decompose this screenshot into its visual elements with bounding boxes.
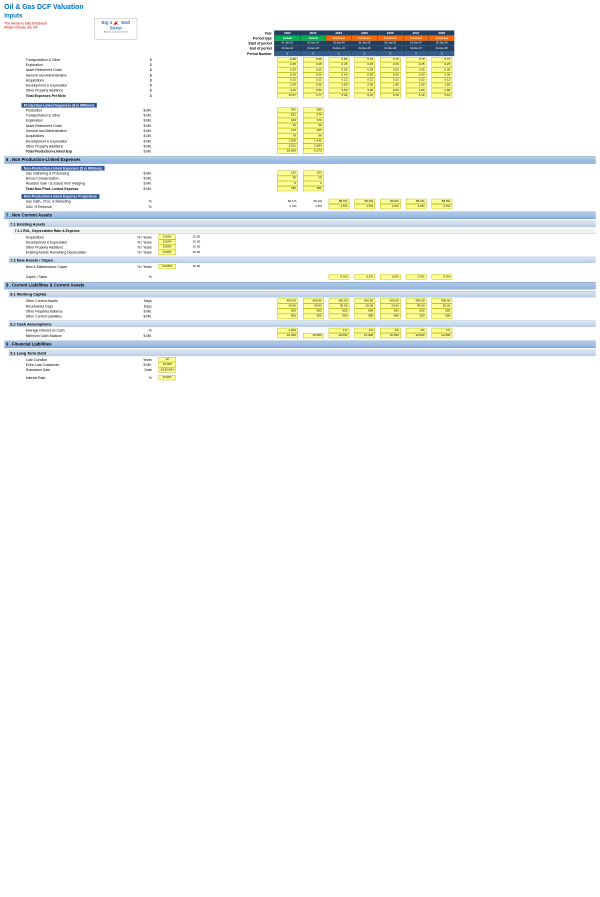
section-8: 8 . Current Liabilities & Current Assets: [4, 282, 595, 289]
input-cell[interactable]: 500: [431, 314, 452, 319]
input-cell[interactable]: 281: [303, 186, 324, 191]
section-7-1: 7.1 Existing Assets: [9, 221, 596, 227]
input-cell[interactable]: 1.5%: [329, 204, 350, 209]
input-cell[interactable]: 10,000: [329, 333, 350, 338]
calc-cell: 20.00: [184, 250, 201, 254]
input-cell[interactable]: 0.5%: [354, 274, 375, 279]
row-label: G&C % Revenue: [4, 204, 124, 209]
calc-cell: 20.00: [184, 240, 201, 244]
section-7-1-1: 7.1.1 RUL, Depreciation Rate & Expense: [13, 229, 596, 234]
input-cell[interactable]: 186: [277, 186, 298, 191]
status-block: The Model is fully functional Model Chec…: [4, 21, 595, 29]
input-cell[interactable]: 500: [303, 314, 324, 319]
input-cell[interactable]: 10,000: [303, 333, 324, 338]
input-cell[interactable]: 0.5%: [431, 274, 452, 279]
section-9: 9 . Financial Liabilities: [4, 341, 595, 348]
input-cell[interactable]: 5.10: [380, 93, 401, 98]
section-7-2: 7.2 New Assets / Capex: [9, 257, 596, 263]
input-cell[interactable]: 1.5%: [354, 204, 375, 209]
input-cell[interactable]: 2.0%: [406, 204, 427, 209]
row-unit: % / Years: [124, 250, 154, 255]
section-7: 7 . Non Current Assets: [4, 212, 595, 219]
input-cell[interactable]: 500: [406, 314, 427, 319]
input-cell[interactable]: 500: [380, 314, 401, 319]
input-cell[interactable]: 10,000: [277, 333, 298, 338]
row-unit: $ Mil.: [124, 149, 154, 154]
input-cell[interactable]: 5.10: [406, 93, 427, 98]
input-cell[interactable]: 10,000: [380, 333, 401, 338]
page-subtitle: Inputs: [4, 12, 595, 19]
row-unit: %: [124, 375, 154, 380]
input-cell[interactable]: 5.10: [354, 93, 375, 98]
section-8-2: 8.2 Cash Assumptions: [9, 321, 596, 327]
logo: Big 4 Wall Street Believe, Conceive, Exc…: [94, 18, 137, 39]
row-label: Drawdown Date: [4, 367, 124, 372]
calc-cell: 60.1%: [277, 199, 298, 203]
calc-cell: 90.2%: [303, 199, 324, 203]
input-cell[interactable]: 500: [329, 314, 350, 319]
row-label: Capex / Sales: [4, 274, 124, 279]
input-cell[interactable]: 10,000: [354, 333, 375, 338]
row-label: Total Expenses Per Mcfe: [4, 93, 124, 98]
page-title: Oil & Gas DCF Valuation: [4, 3, 595, 11]
row-unit: $ Mil.: [124, 186, 154, 191]
calc-cell: 20.00: [184, 235, 201, 239]
input-cell[interactable]: 0.5%: [380, 274, 401, 279]
section-8-1: 8.1 Working Capital: [9, 291, 596, 297]
calc-cell: 2.3%: [277, 205, 298, 209]
row-label: Minimum Cash Balance: [4, 333, 124, 338]
row-label: Existing Assets Remaining Depreciation: [4, 250, 124, 255]
header-label: Period Number: [206, 51, 275, 56]
row-unit: $ Mil.: [124, 333, 154, 338]
input-cell[interactable]: 10,000: [431, 333, 452, 338]
row-unit: %: [124, 274, 154, 279]
section-6: 6 . Non Production-Linked Expenses: [4, 157, 595, 164]
input-cell[interactable]: 0.5%: [406, 274, 427, 279]
input-cell[interactable]: 5.10: [431, 93, 452, 98]
input-cell[interactable]: 5.00%: [159, 250, 176, 255]
row-unit: $ Mil.: [124, 314, 154, 319]
calc-cell: 20.00: [184, 245, 201, 249]
section-9-1: 9.1 Long Term Debt: [9, 350, 596, 356]
input-cell[interactable]: 15.27: [277, 93, 298, 98]
row-label: Other Current Liabilities: [4, 314, 124, 319]
input-cell[interactable]: 4.77: [303, 93, 324, 98]
row-unit: $: [124, 93, 154, 98]
input-cell[interactable]: 10,000: [406, 333, 427, 338]
input-cell[interactable]: 2.0%: [431, 204, 452, 209]
row-unit: Date: [124, 367, 154, 372]
input-cell[interactable]: 5.04: [329, 93, 350, 98]
row-label: Total Production-Linked Exp: [4, 149, 124, 154]
calc-cell: 10.00: [184, 265, 201, 269]
input-cell[interactable]: 5.00%: [159, 375, 176, 380]
input-cell[interactable]: 10,000: [277, 149, 298, 154]
calc-cell: 1.5%: [303, 205, 324, 209]
input-cell[interactable]: 500: [277, 314, 298, 319]
input-cell[interactable]: 3/14/2024: [159, 367, 176, 372]
row-unit: %: [124, 204, 154, 209]
input-cell[interactable]: 2.0%: [380, 204, 401, 209]
row-label: Interest Rate: [4, 375, 124, 380]
input-cell[interactable]: 0.5%: [329, 274, 350, 279]
input-cell[interactable]: 500: [354, 314, 375, 319]
input-cell[interactable]: 9,273: [303, 149, 324, 154]
row-label: Total Non-Prod.-Linked Expense: [4, 186, 124, 191]
